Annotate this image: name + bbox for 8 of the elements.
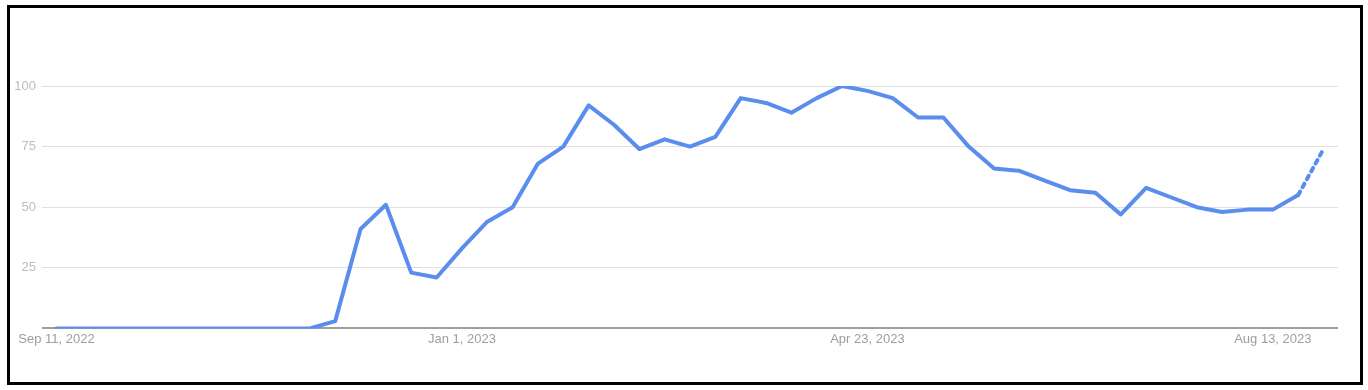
y-tick-label: 75: [21, 138, 36, 154]
y-tick-label: 100: [14, 77, 36, 93]
x-tick-label: Aug 13, 2023: [1234, 330, 1312, 346]
x-tick-label: Apr 23, 2023: [830, 330, 905, 346]
y-tick-label: 25: [21, 259, 36, 275]
x-tick-label: Sep 11, 2022: [18, 330, 95, 346]
y-tick-label: 50: [21, 198, 36, 214]
x-tick-label: Jan 1, 2023: [427, 330, 496, 346]
